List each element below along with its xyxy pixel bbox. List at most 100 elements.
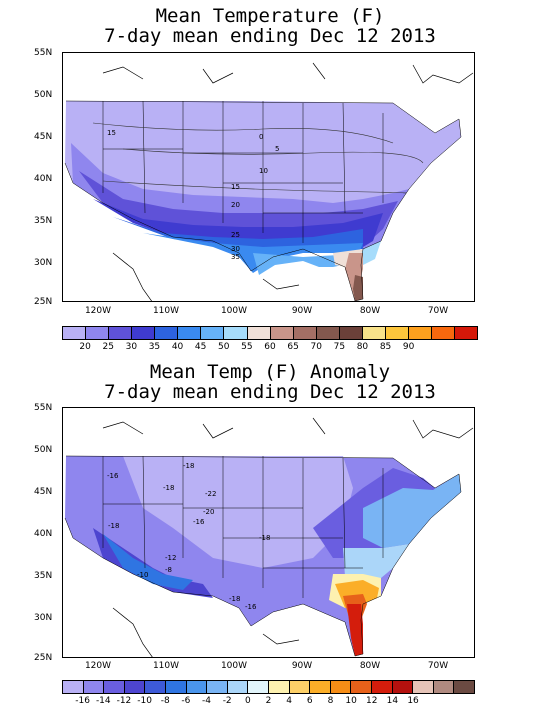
bottom-colorbar-swatch xyxy=(63,681,84,693)
top-lon-label-80w: 80W xyxy=(359,306,381,316)
bottom-contour-label-1: -16 xyxy=(107,472,119,480)
bottom-colorbar-tick-label: 8 xyxy=(327,696,334,706)
bottom-anomaly-map: -16 -18 -22 -20 -16 -18 -12 -10 -8 -18 -… xyxy=(62,407,475,658)
top-colorbar-tick-label: 75 xyxy=(333,342,346,352)
bottom-lat-label-55n: 55N xyxy=(34,403,53,413)
top-contour-label-8: 30 xyxy=(231,245,240,253)
top-colorbar-swatch xyxy=(293,327,317,339)
top-colorbar-tick-label: 20 xyxy=(79,342,91,352)
top-contour-label-9: 35 xyxy=(231,253,240,261)
top-colorbar-swatch xyxy=(247,327,271,339)
bottom-colorbar-swatch xyxy=(83,681,105,693)
top-colorbar-swatch xyxy=(224,327,248,339)
top-contour-label-7: 25 xyxy=(231,231,240,239)
top-colorbar-swatch xyxy=(339,327,363,339)
top-lon-label-120w: 120W xyxy=(84,306,112,316)
bottom-colorbar-swatch xyxy=(454,681,474,693)
bottom-colorbar-swatch xyxy=(413,681,434,693)
bottom-contour-label-7: -12 xyxy=(165,554,176,562)
top-lat-label-25n: 25N xyxy=(34,297,53,307)
bottom-lat-label-50n: 50N xyxy=(34,445,53,455)
bottom-colorbar-tick-label: 16 xyxy=(407,696,419,706)
top-colorbar-swatch xyxy=(178,327,202,339)
bottom-colorbar-tick-label: 0 xyxy=(244,696,251,706)
bottom-colorbar-swatch xyxy=(248,681,269,693)
top-colorbar-swatch xyxy=(316,327,340,339)
bottom-colorbar-swatch xyxy=(392,681,414,693)
bottom-colorbar-tick-label: 6 xyxy=(306,696,313,706)
bottom-contour-label-5: -16 xyxy=(193,518,205,526)
top-contour-label-4: 10 xyxy=(259,167,268,175)
top-colorbar-swatch xyxy=(86,327,110,339)
bottom-title-line2: 7-day mean ending Dec 12 2013 xyxy=(104,381,436,403)
top-colorbar-tick-label: 85 xyxy=(379,342,392,352)
bottom-lat-label-45n: 45N xyxy=(34,487,53,497)
bottom-colorbar-swatch xyxy=(351,681,372,693)
top-colorbar-swatch xyxy=(385,327,409,339)
bottom-contour-label-8: -10 xyxy=(137,571,148,579)
bottom-lat-label-35n: 35N xyxy=(34,571,53,581)
bottom-contour-label-4: -20 xyxy=(203,508,214,516)
top-colorbar-swatch xyxy=(109,327,133,339)
top-colorbar-tick-label: 25 xyxy=(102,342,114,352)
top-contour-label-3: 5 xyxy=(275,145,279,153)
top-colorbar-tick-label: 35 xyxy=(148,342,161,352)
bottom-contour-label-10: -18 xyxy=(259,534,270,542)
bottom-title-line1: Mean Temp (F) Anomaly xyxy=(149,361,391,383)
bottom-colorbar-tick-label: -2 xyxy=(222,696,232,706)
bottom-lon-label-110w: 110W xyxy=(152,661,180,671)
top-lat-label-50n: 50N xyxy=(34,90,53,100)
bottom-colorbar-swatch xyxy=(268,681,290,693)
bottom-colorbar-swatch xyxy=(104,681,125,693)
top-temperature-map: 15 0 5 10 15 20 25 30 35 xyxy=(62,52,475,302)
bottom-colorbar-swatch xyxy=(371,681,393,693)
bottom-colorbar xyxy=(62,680,475,694)
bottom-colorbar-tick-label: 4 xyxy=(286,696,292,706)
top-colorbar-tick-label: 70 xyxy=(310,342,322,352)
top-contour-label-5: 15 xyxy=(231,183,240,191)
top-colorbar-swatch xyxy=(432,327,456,339)
top-colorbar-swatch xyxy=(455,327,478,339)
top-contour-label-2: 0 xyxy=(259,133,263,141)
top-lat-label-45n: 45N xyxy=(34,132,53,142)
top-colorbar-swatch xyxy=(201,327,225,339)
top-colorbar-swatch xyxy=(63,327,87,339)
bottom-lat-label-40n: 40N xyxy=(34,529,53,539)
bottom-lat-label-25n: 25N xyxy=(34,653,53,663)
bottom-colorbar-swatch xyxy=(207,681,228,693)
top-colorbar-tick-label: 30 xyxy=(125,342,138,352)
bottom-colorbar-swatch xyxy=(186,681,208,693)
top-lon-label-110w: 110W xyxy=(152,306,180,316)
top-colorbar-tick-label: 90 xyxy=(402,342,415,352)
bottom-colorbar-tick-label: 14 xyxy=(386,696,399,706)
bottom-colorbar-tick-label: -12 xyxy=(116,696,132,706)
top-colorbar-tick-label: 65 xyxy=(287,342,299,352)
bottom-colorbar-tick-label: -4 xyxy=(202,696,212,706)
bottom-colorbar-tick-label: -14 xyxy=(95,696,111,706)
top-colorbar-tick-label: 80 xyxy=(356,342,369,352)
top-colorbar-swatch xyxy=(408,327,432,339)
top-colorbar-tick-label: 55 xyxy=(241,342,253,352)
top-lon-label-70w: 70W xyxy=(427,306,449,316)
bottom-colorbar-swatch xyxy=(330,681,352,693)
bottom-colorbar-swatch xyxy=(289,681,311,693)
top-colorbar-tick-label: 45 xyxy=(194,342,207,352)
top-colorbar xyxy=(62,326,478,340)
bottom-colorbar-swatch xyxy=(165,681,187,693)
top-contour-label-6: 20 xyxy=(231,201,240,209)
bottom-lon-label-100w: 100W xyxy=(220,661,248,671)
top-colorbar-swatch xyxy=(270,327,294,339)
bottom-contour-label-13: -18 xyxy=(183,462,194,470)
bottom-contour-label-12: -18 xyxy=(229,595,240,603)
bottom-colorbar-swatch xyxy=(310,681,331,693)
top-colorbar-swatch xyxy=(132,327,156,339)
bottom-contour-label-6: -18 xyxy=(108,522,119,530)
top-title-line2: 7-day mean ending Dec 12 2013 xyxy=(104,25,436,47)
bottom-contour-label-2: -18 xyxy=(163,484,174,492)
bottom-lon-label-70w: 70W xyxy=(427,661,449,671)
bottom-colorbar-swatch xyxy=(227,681,249,693)
top-colorbar-tick-label: 40 xyxy=(171,342,184,352)
bottom-contour-label-11: -16 xyxy=(245,603,257,611)
top-lon-label-100w: 100W xyxy=(220,306,248,316)
bottom-colorbar-tick-label: 10 xyxy=(345,696,357,706)
